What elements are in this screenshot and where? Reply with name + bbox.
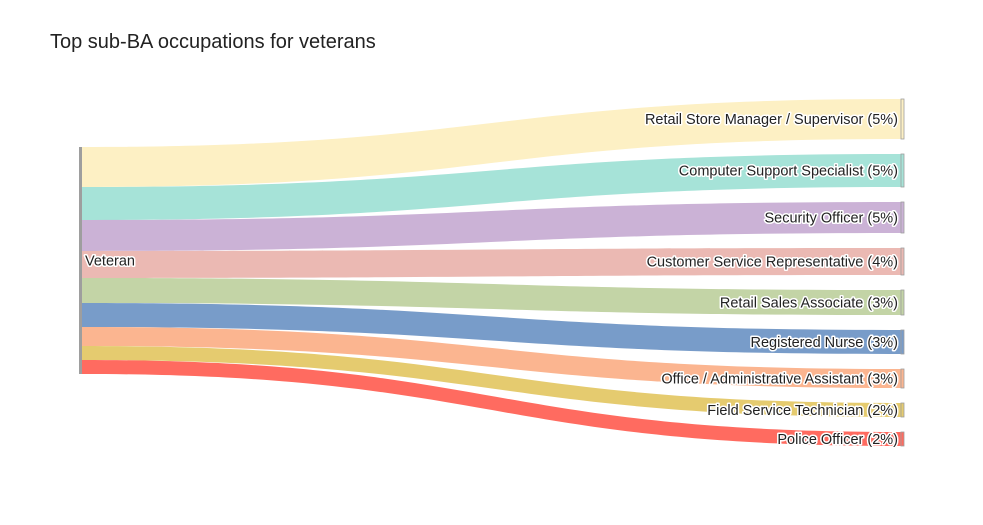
- sankey-target-node-3[interactable]: [900, 247, 905, 276]
- target-node-label: Registered Nurse (3%): [751, 335, 898, 351]
- sankey-target-node-6[interactable]: [900, 368, 905, 389]
- sankey-link-4[interactable]: [82, 278, 901, 315]
- target-node-label: Security Officer (5%): [765, 211, 899, 227]
- sankey-link-7[interactable]: [82, 346, 901, 417]
- sankey-target-node-0[interactable]: [900, 98, 905, 140]
- sankey-link-5[interactable]: [82, 303, 901, 354]
- sankey-target-node-2[interactable]: [900, 201, 905, 234]
- sankey-target-node-7[interactable]: [900, 402, 905, 418]
- sankey-target-node-8[interactable]: [900, 431, 905, 447]
- sankey-link-6[interactable]: [82, 327, 901, 388]
- target-node-label: Customer Service Representative (4%): [647, 255, 898, 271]
- target-node-label: Police Officer (2%): [777, 432, 898, 448]
- sankey-link-3[interactable]: [82, 248, 901, 278]
- chart-title: Top sub-BA occupations for veterans: [50, 31, 376, 53]
- source-node-label: Veteran: [85, 254, 135, 270]
- sankey-target-node-1[interactable]: [900, 153, 905, 188]
- target-node-label: Retail Store Manager / Supervisor (5%): [645, 112, 898, 128]
- sankey-link-8[interactable]: [82, 360, 901, 446]
- sankey-link-1[interactable]: [82, 154, 901, 220]
- sankey-link-2[interactable]: [82, 202, 901, 251]
- sankey-source-node[interactable]: [79, 147, 82, 374]
- target-node-label: Retail Sales Associate (3%): [720, 296, 898, 312]
- sankey-link-0[interactable]: [82, 99, 901, 187]
- target-node-label: Computer Support Specialist (5%): [679, 164, 898, 180]
- target-node-label: Field Service Technician (2%): [707, 403, 898, 419]
- sankey-target-node-5[interactable]: [900, 329, 905, 355]
- sankey-target-node-4[interactable]: [900, 289, 905, 316]
- target-node-label: Office / Administrative Assistant (3%): [661, 372, 898, 388]
